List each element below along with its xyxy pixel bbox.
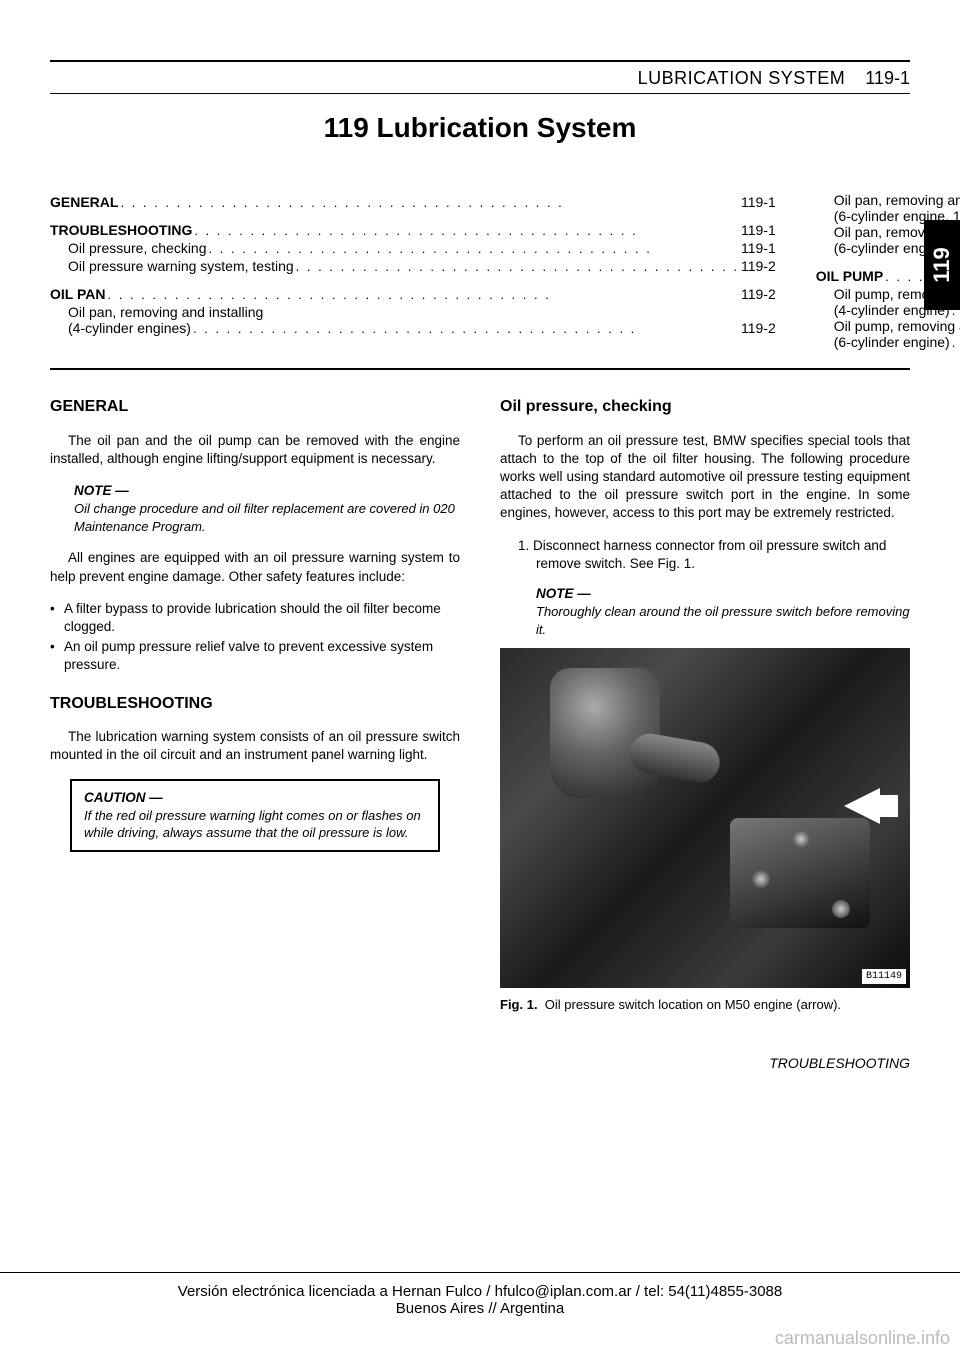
photo-arrow: [844, 788, 880, 824]
toc-page: 119-2: [741, 320, 776, 336]
toc-label: Oil pressure, checking: [68, 240, 207, 256]
toc-entry: Oil pan, removing and installing(4-cylin…: [50, 304, 776, 336]
toc-label: Oil pressure warning system, testing: [68, 258, 294, 274]
header-page: 119-1: [865, 68, 910, 88]
toc-label: Oil pan, removing and installing: [50, 304, 776, 320]
right-column: Oil pressure, checking To perform an oil…: [500, 396, 910, 1073]
caution-title: CAUTION —: [84, 789, 426, 807]
toc-dots: [209, 240, 739, 256]
note-title: NOTE —: [74, 482, 460, 500]
note-inset: NOTE — Thoroughly clean around the oil p…: [536, 585, 910, 638]
side-tab: 119: [924, 220, 960, 310]
figure-caption: Fig. 1. Oil pressure switch location on …: [500, 996, 910, 1014]
toc-entry: Oil pressure, checking 119-1: [50, 240, 776, 256]
toc-sublabel: (6-cylinder engine): [834, 334, 950, 350]
toc-label: OIL PUMP: [816, 268, 883, 284]
toc-entry: Oil pump, removing and installing(6-cyli…: [816, 318, 960, 350]
caution-text: If the red oil pressure warning light co…: [84, 807, 426, 842]
watermark: carmanualsonline.info: [775, 1328, 950, 1349]
toc-entry: GENERAL 119-1: [50, 194, 776, 210]
bullet-item: An oil pump pressure relief valve to pre…: [50, 638, 460, 674]
note-title-2: NOTE —: [536, 585, 910, 603]
toc-page: 119-2: [741, 286, 776, 302]
license-bar: Versión electrónica licenciada a Hernan …: [0, 1272, 960, 1317]
toc-page: 119-1: [741, 240, 776, 256]
oil-pressure-heading: Oil pressure, checking: [500, 396, 910, 418]
toc-page: 119-1: [741, 194, 776, 210]
toc-left-column: GENERAL119-1TROUBLESHOOTING119-1Oil pres…: [50, 192, 776, 350]
toc-label: GENERAL: [50, 194, 118, 210]
note-text: Oil change procedure and oil filter repl…: [74, 500, 460, 535]
divider: [50, 368, 910, 370]
general-heading: GENERAL: [50, 396, 460, 418]
safety-bullets: A filter bypass to provide lubrication s…: [50, 600, 460, 675]
photo-tag: B11149: [862, 969, 906, 985]
toc-dots: [120, 194, 739, 210]
license-line-2: Buenos Aires // Argentina: [50, 1300, 910, 1317]
left-column: GENERAL The oil pan and the oil pump can…: [50, 396, 460, 1073]
oil-pressure-para: To perform an oil pressure test, BMW spe…: [500, 432, 910, 523]
header-section: LUBRICATION SYSTEM: [638, 68, 846, 88]
toc-label: Oil pump, removing and installing: [816, 318, 960, 334]
bullet-item: A filter bypass to provide lubrication s…: [50, 600, 460, 636]
page: LUBRICATION SYSTEM 119-1 119 119 Lubrica…: [0, 0, 960, 1260]
chapter-title: 119 Lubrication System: [50, 112, 910, 144]
table-of-contents: GENERAL119-1TROUBLESHOOTING119-1Oil pres…: [50, 192, 910, 350]
figure-label: Fig. 1.: [500, 997, 538, 1012]
toc-dots: [194, 222, 739, 238]
section-footer: TROUBLESHOOTING: [500, 1054, 910, 1073]
toc-label: OIL PAN: [50, 286, 106, 302]
page-header: LUBRICATION SYSTEM 119-1: [50, 60, 910, 94]
toc-label: Oil pan, removing and installing: [816, 192, 960, 208]
toc-dots: [193, 320, 739, 336]
figure-text: Oil pressure switch location on M50 engi…: [545, 997, 841, 1012]
general-para-2: All engines are equipped with an oil pre…: [50, 549, 460, 585]
toc-dots: [296, 258, 739, 274]
toc-page: 119-1: [741, 222, 776, 238]
troubleshooting-para: The lubrication warning system consists …: [50, 728, 460, 764]
note-block: NOTE — Oil change procedure and oil filt…: [74, 482, 460, 535]
toc-sublabel: (4-cylinder engines): [68, 320, 191, 336]
engine-photo: B11149: [500, 648, 910, 988]
license-line-1: Versión electrónica licenciada a Hernan …: [50, 1283, 910, 1300]
side-tab-label: 119: [929, 247, 955, 283]
toc-dots: [108, 286, 739, 302]
body-columns: GENERAL The oil pan and the oil pump can…: [50, 396, 910, 1073]
step-1: 1. Disconnect harness connector from oil…: [518, 537, 910, 573]
note-text-2: Thoroughly clean around the oil pressure…: [536, 603, 910, 638]
caution-box: CAUTION — If the red oil pressure warnin…: [70, 779, 440, 852]
toc-page: 119-2: [741, 258, 776, 274]
toc-dots: [952, 334, 960, 350]
toc-label: TROUBLESHOOTING: [50, 222, 192, 238]
toc-entry: TROUBLESHOOTING 119-1: [50, 222, 776, 238]
toc-entry: Oil pressure warning system, testing 119-…: [50, 258, 776, 274]
troubleshooting-heading: TROUBLESHOOTING: [50, 693, 460, 715]
general-para-1: The oil pan and the oil pump can be remo…: [50, 432, 460, 468]
toc-entry: OIL PAN 119-2: [50, 286, 776, 302]
